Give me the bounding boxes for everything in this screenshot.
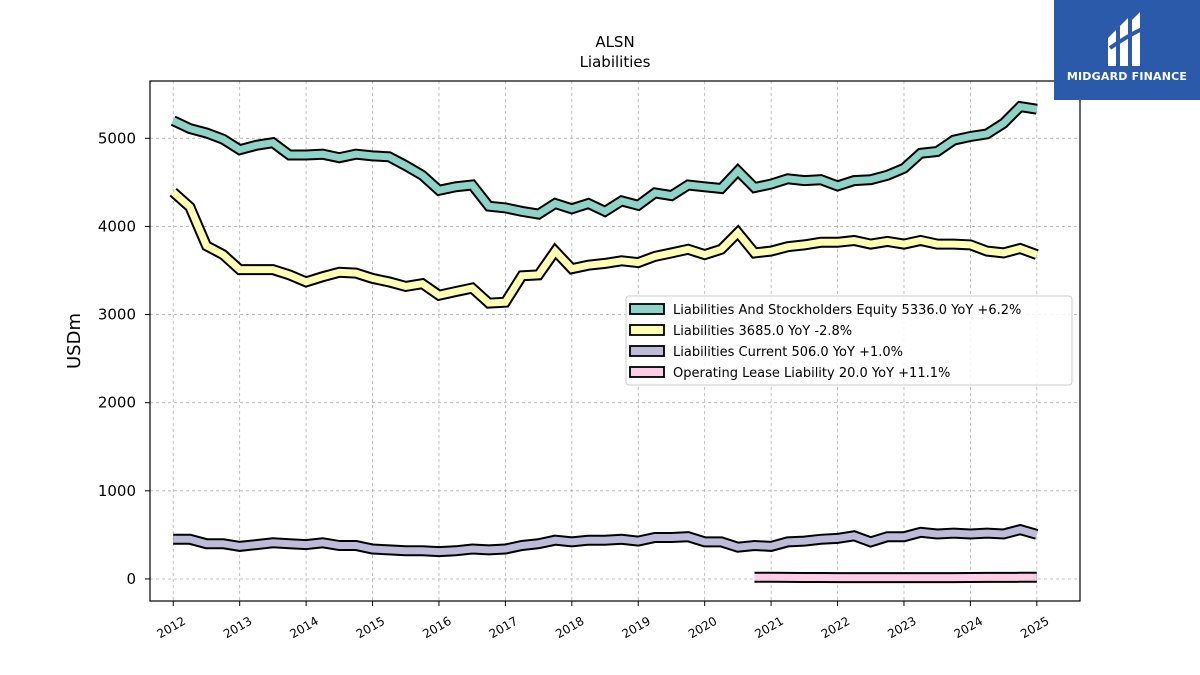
legend-label: Liabilities Current 506.0 YoY +1.0% xyxy=(673,345,903,360)
series-lines xyxy=(169,100,1039,584)
chart-title: ALSN xyxy=(595,33,634,51)
logo-mark-icon xyxy=(1108,12,1145,66)
midgard-finance-logo: MIDGARD FINANCE xyxy=(1054,0,1200,100)
logo-text: MIDGARD FINANCE xyxy=(1066,70,1188,83)
x-tick-label: 2021 xyxy=(752,614,785,641)
y-axis-label: USDm xyxy=(64,313,85,369)
plot-frame xyxy=(149,80,1081,602)
y-tick-label: 3000 xyxy=(98,306,136,324)
x-tick-label: 2025 xyxy=(1018,614,1051,641)
legend-label: Liabilities 3685.0 YoY -2.8% xyxy=(673,324,852,339)
y-tick-label: 4000 xyxy=(98,217,136,235)
series-line-liabilities-current xyxy=(173,525,1038,556)
legend-swatch xyxy=(629,324,665,336)
legend-box xyxy=(625,295,1073,386)
y-tick-label: 1000 xyxy=(98,482,136,500)
x-tick-label: 2014 xyxy=(287,614,320,641)
x-tick-label: 2012 xyxy=(155,614,188,641)
x-tick-label: 2017 xyxy=(487,614,520,641)
legend: Liabilities And Stockholders Equity 5336… xyxy=(625,295,1073,386)
x-tick-label: 2018 xyxy=(553,614,586,641)
chart-subtitle: Liabilities xyxy=(580,53,651,71)
x-tick-label: 2020 xyxy=(686,614,719,641)
x-tick-label: 2015 xyxy=(354,614,387,641)
x-tick-label: 2023 xyxy=(885,614,918,641)
legend-swatch xyxy=(629,345,665,357)
series-line-liabilities-and-stockholders-equity xyxy=(171,102,1038,218)
legend-label: Liabilities And Stockholders Equity 5336… xyxy=(673,303,1021,318)
y-tick-label: 2000 xyxy=(98,394,136,412)
series-outline-liabilities-and-stockholders-equity xyxy=(170,100,1038,220)
x-tick-label: 2022 xyxy=(819,614,852,641)
x-tick-label: 2019 xyxy=(620,614,653,641)
x-tick-label: 2016 xyxy=(420,614,453,641)
legend-swatch xyxy=(629,366,665,378)
series-line-liabilities xyxy=(170,189,1039,307)
legend-swatch xyxy=(629,303,665,315)
x-tick-label: 2024 xyxy=(952,614,985,641)
y-tick-label: 0 xyxy=(126,570,136,588)
legend-label: Operating Lease Liability 20.0 YoY +11.1… xyxy=(673,366,950,381)
x-tick-label: 2013 xyxy=(221,614,254,641)
y-tick-label: 5000 xyxy=(98,129,136,147)
